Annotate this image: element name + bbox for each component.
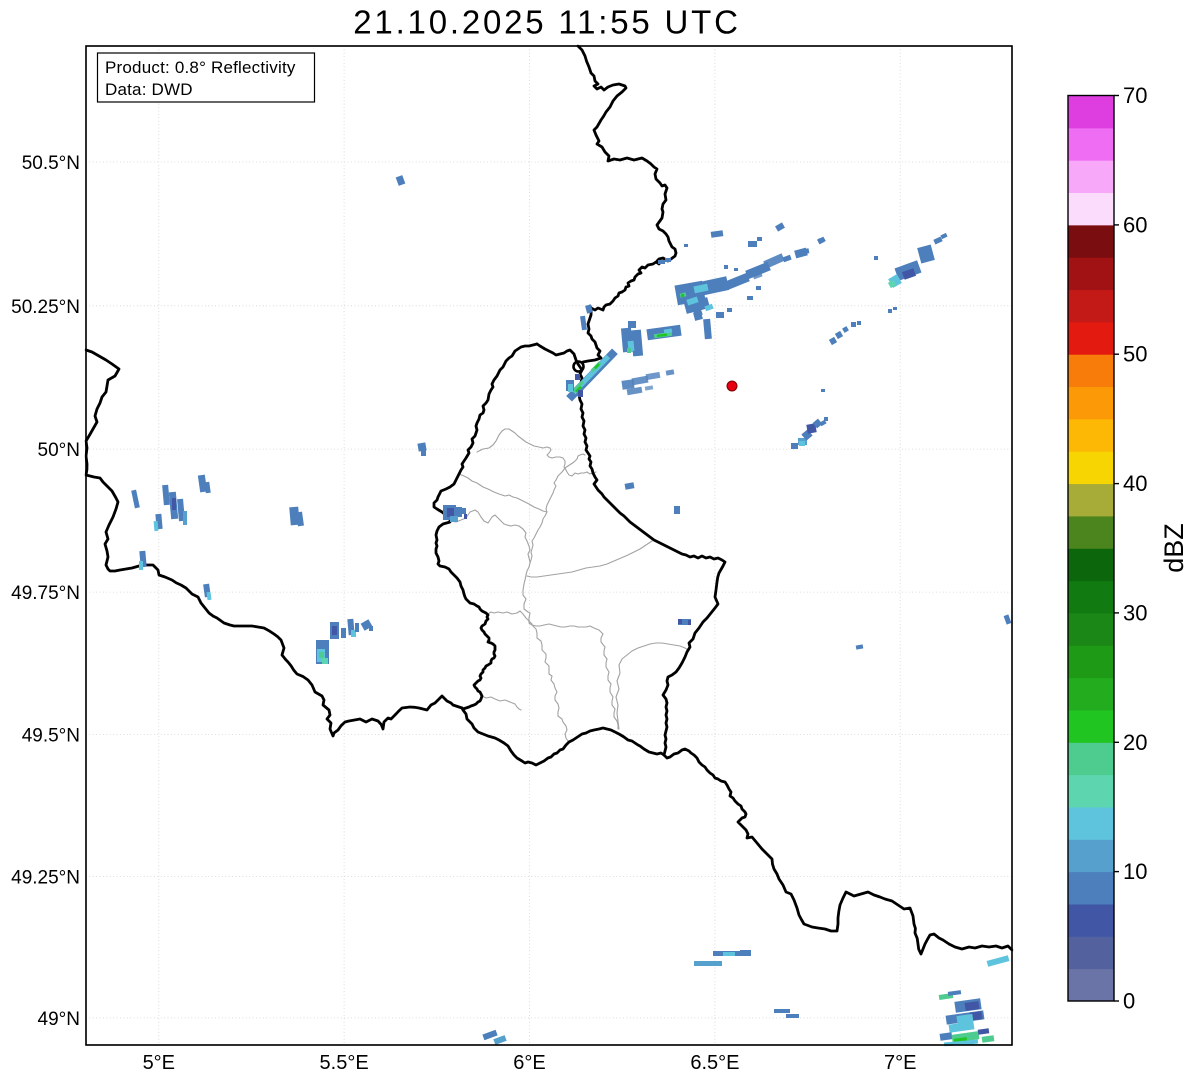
svg-text:10: 10 (1123, 859, 1147, 884)
svg-text:6.5°E: 6.5°E (690, 1052, 739, 1074)
svg-text:21.10.2025 11:55 UTC: 21.10.2025 11:55 UTC (353, 4, 740, 41)
svg-text:5.5°E: 5.5°E (320, 1052, 369, 1074)
svg-text:49.75°N: 49.75°N (11, 583, 80, 604)
svg-text:0: 0 (1123, 989, 1135, 1014)
svg-text:70: 70 (1123, 83, 1147, 108)
svg-text:60: 60 (1123, 212, 1147, 237)
svg-text:Product: 0.8° Reflectivity: Product: 0.8° Reflectivity (105, 58, 296, 77)
svg-text:49.5°N: 49.5°N (22, 726, 80, 747)
svg-text:50: 50 (1123, 342, 1147, 367)
svg-text:20: 20 (1123, 730, 1147, 755)
svg-text:40: 40 (1123, 471, 1147, 496)
svg-text:49.25°N: 49.25°N (11, 868, 80, 889)
svg-text:50.25°N: 50.25°N (11, 297, 80, 318)
svg-text:30: 30 (1123, 600, 1147, 625)
svg-text:5°E: 5°E (143, 1052, 175, 1074)
svg-text:Data: DWD: Data: DWD (105, 80, 193, 99)
svg-text:49°N: 49°N (38, 1009, 80, 1030)
svg-text:50°N: 50°N (38, 440, 80, 461)
svg-text:6°E: 6°E (513, 1052, 545, 1074)
svg-text:dBZ: dBZ (1159, 523, 1189, 573)
svg-text:7°E: 7°E (884, 1052, 916, 1074)
svg-text:50.5°N: 50.5°N (22, 153, 80, 174)
